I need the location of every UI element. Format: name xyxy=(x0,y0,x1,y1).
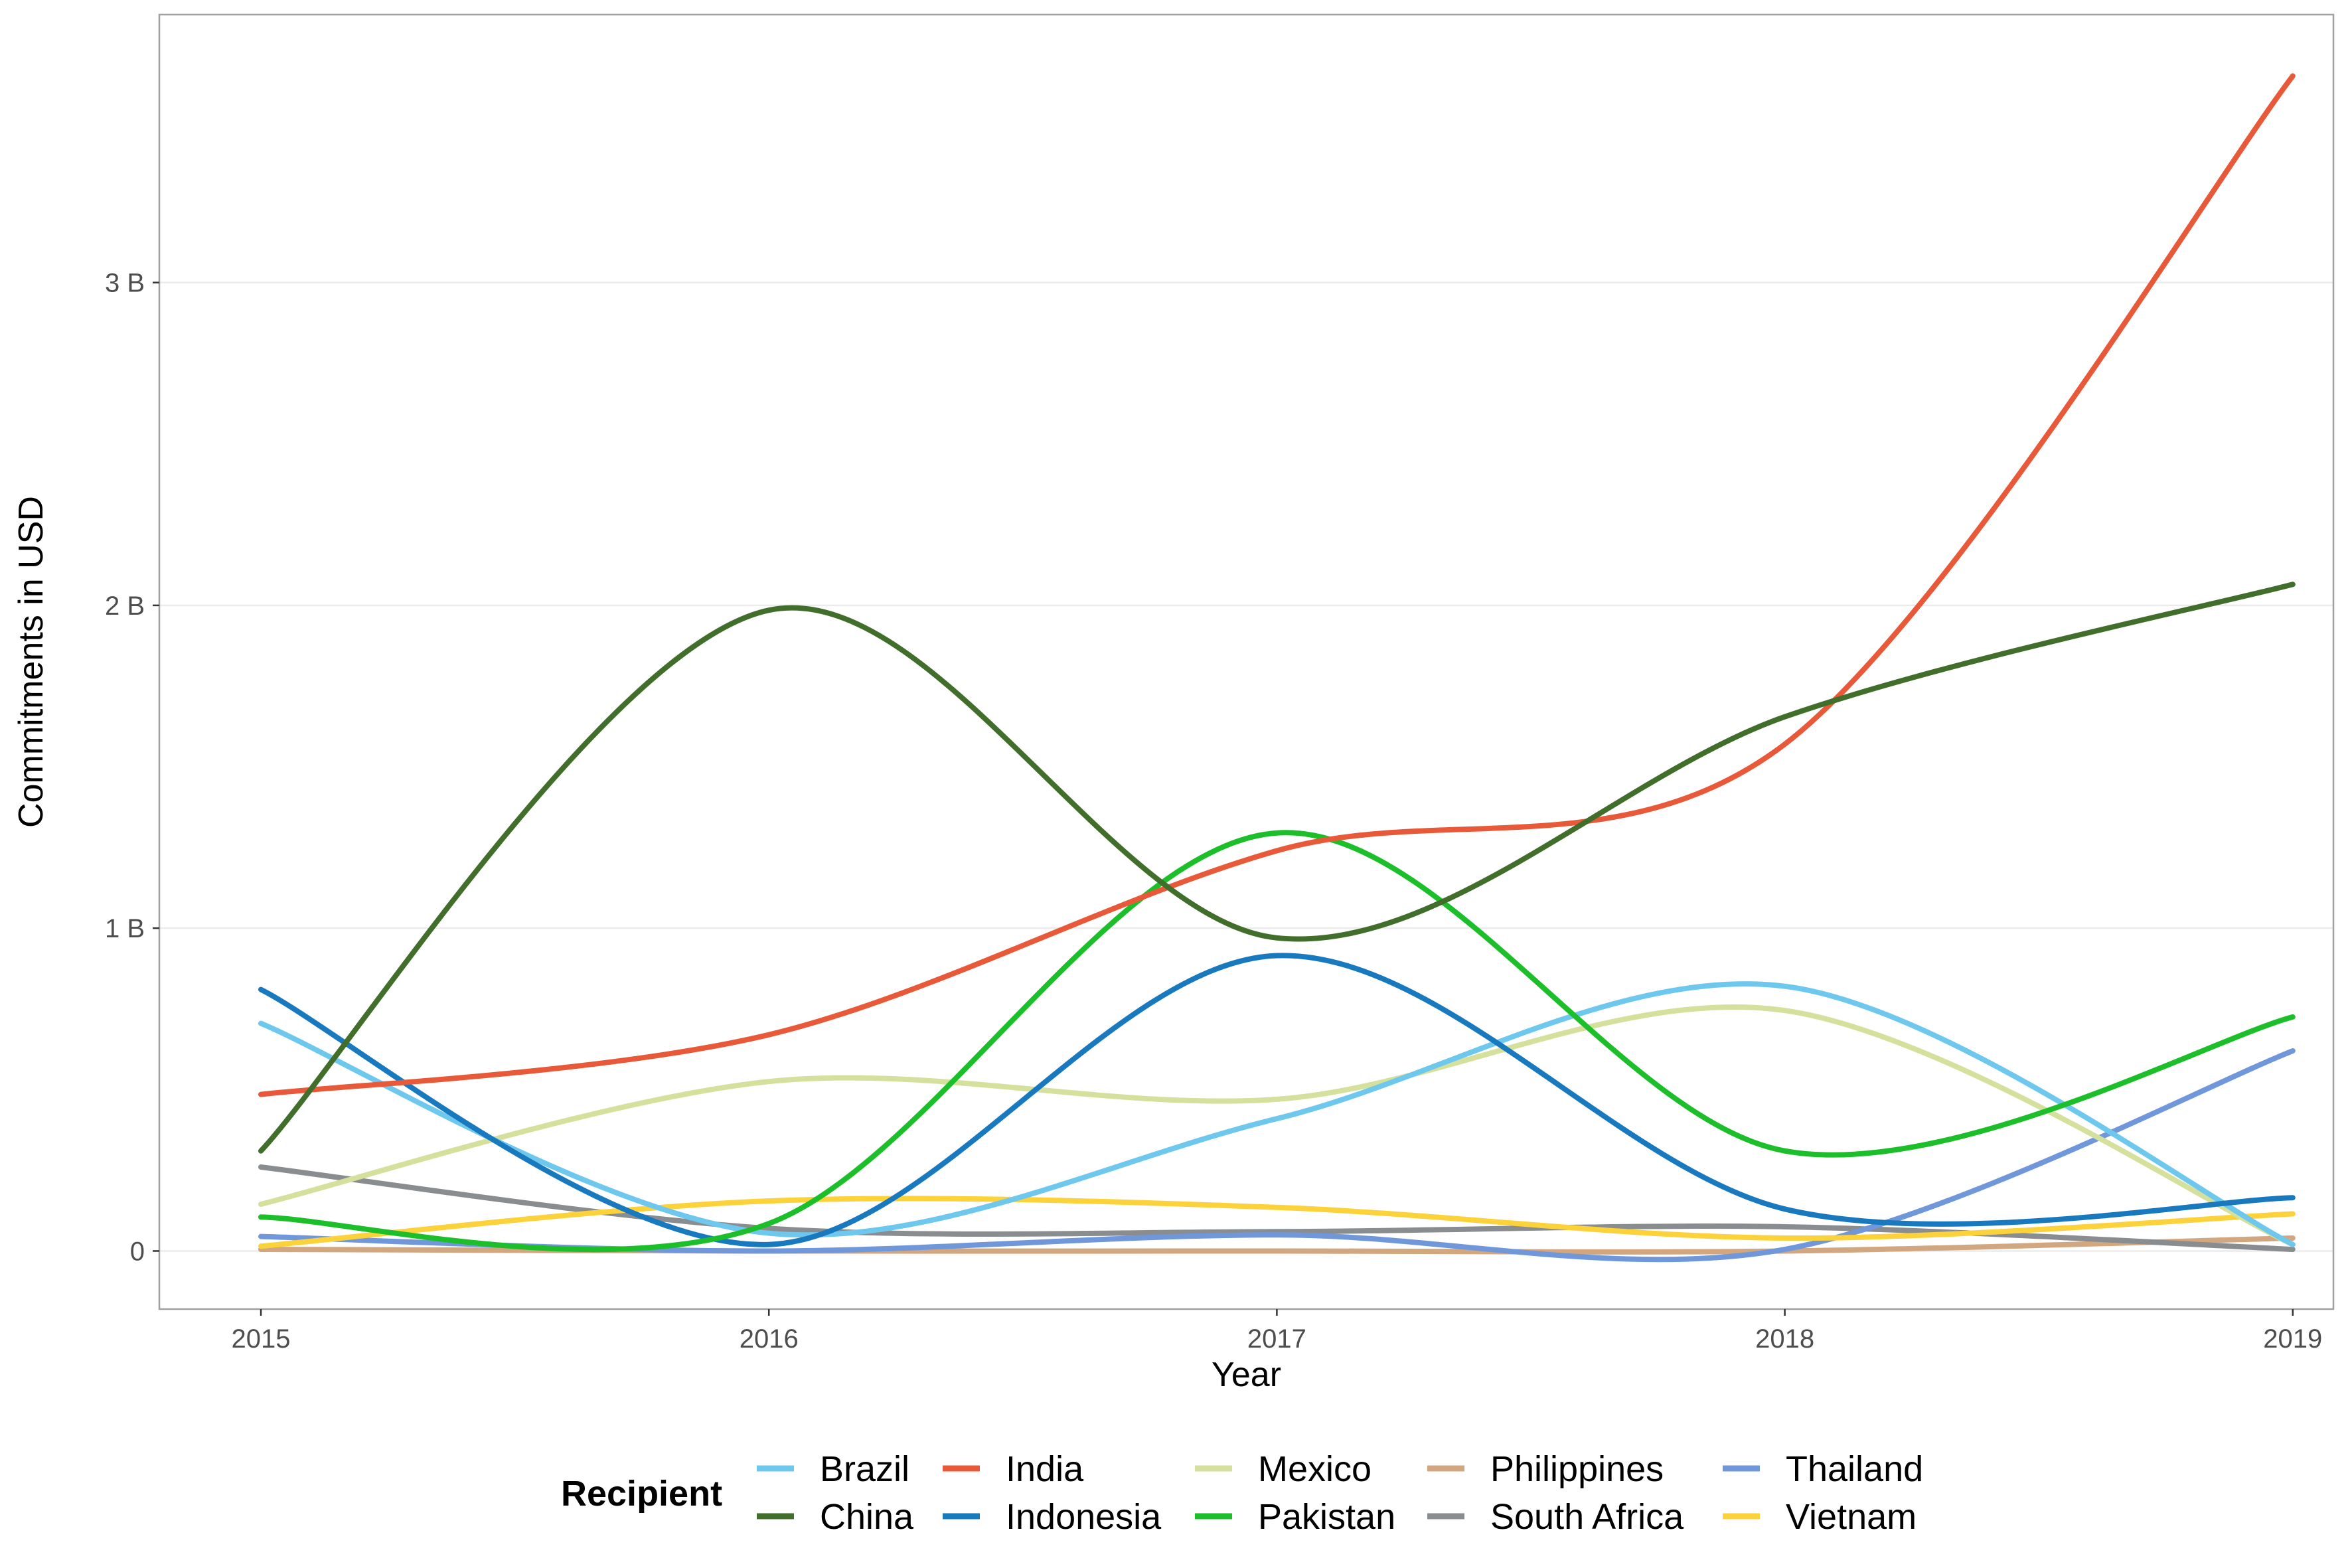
x-tick-label: 2019 xyxy=(2263,1324,2322,1354)
y-tick-label: 3 B xyxy=(105,269,145,298)
legend-label: South Africa xyxy=(1490,1497,1684,1537)
plot-panel-border xyxy=(158,13,2335,1310)
series-line-indonesia xyxy=(258,953,2296,1247)
legend-label: Vietnam xyxy=(1786,1497,1917,1537)
x-tick-label: 2017 xyxy=(1247,1324,1306,1354)
legend-label: China xyxy=(820,1497,914,1537)
series-line-vietnam xyxy=(258,1196,2296,1249)
y-tick-label: 0 xyxy=(130,1237,145,1266)
x-tick-label: 2015 xyxy=(232,1324,291,1354)
legend-item-vietnam: Vietnam xyxy=(1723,1497,1917,1537)
legend-title: Recipient xyxy=(561,1474,722,1514)
grid xyxy=(159,281,2333,1252)
legend-item-south-africa: South Africa xyxy=(1427,1497,1684,1537)
series-line-india xyxy=(258,73,2296,1097)
legend-label: India xyxy=(1006,1449,1084,1489)
y-axis-title: Commitments in USD xyxy=(12,496,50,828)
legend-items: Brazil China India Indonesia Mexico Pakistan P… xyxy=(757,1449,1923,1537)
legend: Recipient Brazil China India Indonesia Mexic… xyxy=(561,1449,1923,1537)
legend-label: Philippines xyxy=(1490,1449,1664,1489)
x-axis-ticks: 2015 2016 2017 2018 2019 xyxy=(232,1309,2322,1354)
y-tick-label: 1 B xyxy=(105,914,145,943)
legend-label: Thailand xyxy=(1786,1449,1923,1489)
legend-item-pakistan: Pakistan xyxy=(1195,1497,1395,1537)
legend-item-china: China xyxy=(757,1497,914,1537)
legend-item-brazil: Brazil xyxy=(757,1449,909,1489)
series-lines xyxy=(258,73,2296,1263)
y-tick-label: 2 B xyxy=(105,591,145,621)
legend-item-indonesia: Indonesia xyxy=(943,1497,1162,1537)
x-tick-label: 2018 xyxy=(1755,1324,1814,1354)
y-axis-ticks: 0 1 B 2 B 3 B xyxy=(105,269,159,1266)
series-line-brazil xyxy=(258,981,2296,1247)
legend-item-thailand: Thailand xyxy=(1723,1449,1923,1489)
legend-label: Mexico xyxy=(1258,1449,1372,1489)
legend-label: Indonesia xyxy=(1006,1497,1162,1537)
legend-item-philippines: Philippines xyxy=(1427,1449,1664,1489)
series-line-pakistan xyxy=(258,830,2296,1253)
legend-item-mexico: Mexico xyxy=(1195,1449,1372,1489)
x-tick-label: 2016 xyxy=(740,1324,799,1354)
legend-label: Pakistan xyxy=(1258,1497,1395,1537)
legend-label: Brazil xyxy=(820,1449,909,1489)
x-axis-title: Year xyxy=(1212,1356,1281,1394)
series-line-mexico xyxy=(258,1004,2296,1247)
legend-item-india: India xyxy=(943,1449,1084,1489)
series-line-china xyxy=(258,582,2296,1154)
